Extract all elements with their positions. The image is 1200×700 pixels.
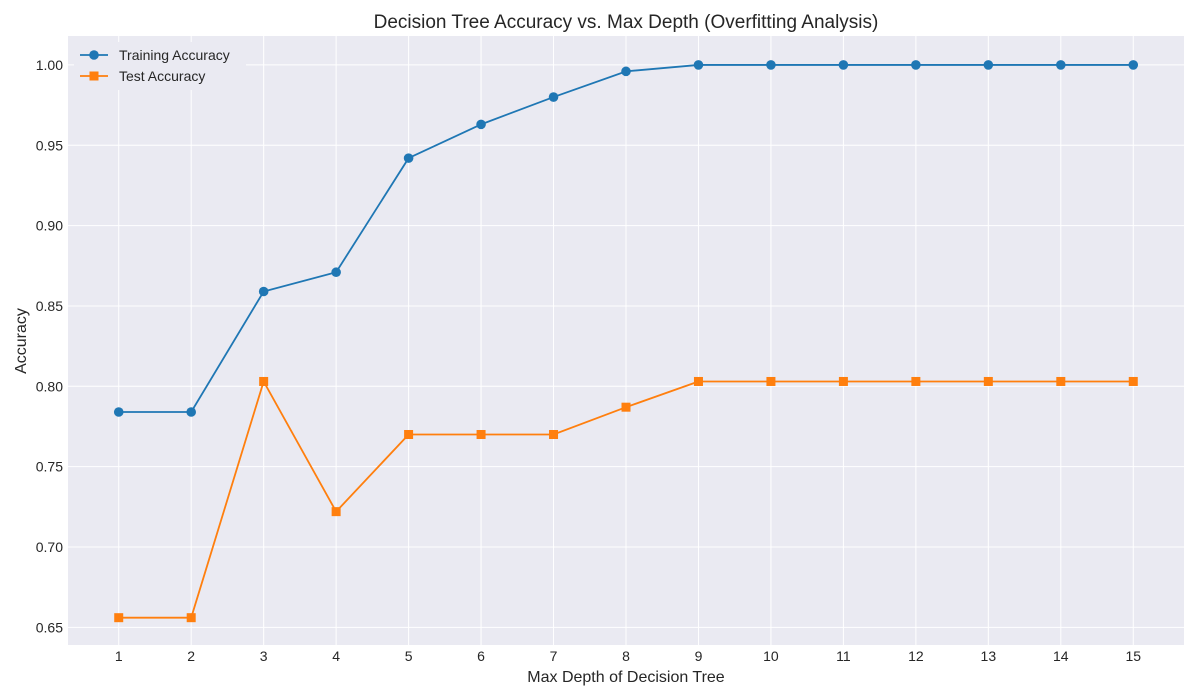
y-tick-label: 0.85 (36, 298, 63, 314)
legend: Training Accuracy Test Accuracy (74, 42, 246, 90)
data-point (911, 376, 921, 386)
data-point (766, 60, 776, 70)
x-tick-label: 7 (550, 648, 558, 664)
data-point (331, 267, 341, 278)
x-tick-label: 3 (260, 648, 268, 664)
chart-title: Decision Tree Accuracy vs. Max Depth (Ov… (374, 12, 879, 33)
x-tick-label: 14 (1053, 648, 1069, 664)
data-point (186, 407, 196, 417)
legend-label: Test Accuracy (119, 68, 205, 84)
data-point (186, 613, 196, 623)
x-tick-label: 12 (908, 648, 924, 664)
data-point (1056, 376, 1066, 386)
data-point (911, 60, 921, 70)
data-point (548, 92, 559, 102)
y-tick-label: 1.00 (36, 57, 63, 73)
grid (68, 36, 1184, 645)
data-point (621, 66, 631, 77)
series-group (113, 60, 1139, 623)
data-point (621, 402, 631, 412)
x-tick-label: 10 (763, 648, 779, 664)
series-2 (114, 376, 1138, 623)
data-point (331, 507, 341, 517)
data-point (766, 376, 776, 386)
data-point (258, 286, 269, 297)
legend-marker (89, 71, 99, 81)
y-tick-label: 0.90 (36, 218, 63, 234)
data-point (838, 376, 848, 386)
x-tick-label: 5 (405, 648, 413, 664)
x-tick-label: 1 (115, 648, 123, 664)
data-point (476, 430, 486, 440)
data-point (1128, 376, 1138, 386)
y-tick-label: 0.95 (36, 137, 63, 153)
data-point (1056, 60, 1066, 70)
legend-marker (89, 50, 99, 60)
legend-label: Training Accuracy (119, 47, 230, 63)
data-point (476, 119, 486, 130)
x-tick-label: 4 (332, 648, 340, 664)
y-axis-title: Accuracy (13, 308, 30, 374)
data-point (1128, 60, 1139, 70)
axis-ticks: 1 2 3 4 5 6 7 8 9 10 11 12 13 14 150.650.700.750.800.8… (36, 57, 1142, 664)
y-tick-label: 0.70 (36, 539, 63, 555)
legend-box (74, 42, 246, 90)
x-axis-title: Max Depth of Decision Tree (527, 669, 725, 686)
data-point (113, 407, 124, 417)
data-point (404, 430, 414, 440)
data-point (403, 153, 414, 163)
legend-item: Test Accuracy (80, 68, 205, 84)
series-1 (113, 60, 1139, 417)
x-tick-label: 9 (695, 648, 703, 664)
data-point (259, 376, 269, 386)
data-point (983, 376, 993, 386)
x-tick-label: 13 (981, 648, 997, 664)
y-tick-label: 0.75 (36, 459, 63, 475)
x-tick-label: 2 (187, 648, 195, 664)
x-tick-label: 11 (836, 648, 851, 664)
data-point (549, 430, 559, 440)
data-point (693, 376, 703, 386)
legend-item: Training Accuracy (80, 47, 230, 63)
x-tick-label: 6 (477, 648, 485, 664)
y-tick-label: 0.80 (36, 378, 63, 394)
x-tick-label: 8 (622, 648, 630, 664)
x-tick-label: 15 (1125, 648, 1141, 664)
data-point (693, 60, 704, 70)
data-point (838, 60, 849, 70)
data-point (983, 60, 994, 70)
data-point (114, 613, 124, 623)
y-tick-label: 0.65 (36, 619, 63, 635)
